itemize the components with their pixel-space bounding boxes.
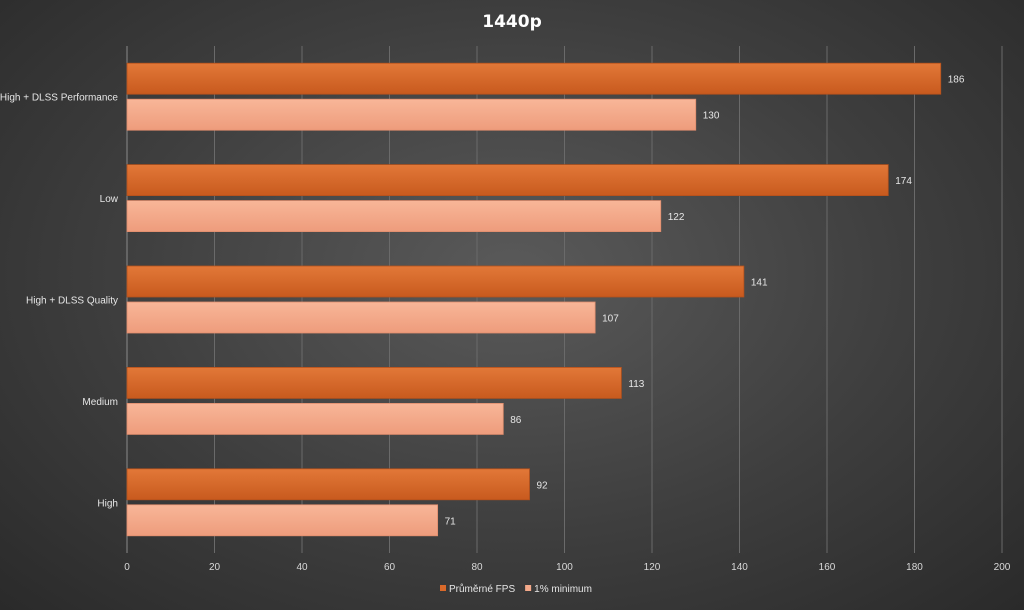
value-label: 113 <box>628 379 644 390</box>
value-label: 86 <box>510 415 522 426</box>
x-tick-label: 20 <box>209 562 221 573</box>
category-label: Low <box>100 194 119 205</box>
x-tick-label: 0 <box>124 562 130 573</box>
chart-title: 1440p <box>482 12 541 32</box>
bar-avg-fps <box>126 62 942 95</box>
bar-avg-fps <box>126 164 889 197</box>
labels: 0 20 40 60 80 100 120 140 160 180 200 High + DLSS P… <box>0 75 1011 573</box>
x-tick-label: 100 <box>556 562 573 573</box>
bar-avg-fps <box>126 265 745 298</box>
x-tick-label: 200 <box>994 562 1011 573</box>
category-label: High <box>97 498 118 509</box>
category-label: High + DLSS Quality <box>26 296 118 307</box>
value-label: 107 <box>602 314 619 325</box>
x-tick-label: 120 <box>644 562 661 573</box>
value-label: 71 <box>445 516 457 527</box>
bar-one-percent-min <box>126 200 662 233</box>
legend: Průměrné FPS 1% minimum <box>440 583 592 595</box>
legend-label: 1% minimum <box>534 584 592 595</box>
legend-swatch <box>525 585 532 591</box>
value-label: 174 <box>895 176 912 187</box>
value-label: 92 <box>537 480 549 491</box>
bar-one-percent-min <box>126 402 504 435</box>
legend-swatch <box>440 585 446 591</box>
bar-one-percent-min <box>126 504 439 537</box>
value-label: 130 <box>703 111 720 122</box>
x-tick-label: 180 <box>906 562 923 573</box>
category-label: Medium <box>82 397 118 408</box>
x-tick-label: 40 <box>296 562 308 573</box>
x-tick-label: 60 <box>384 562 396 573</box>
value-label: 122 <box>668 212 685 223</box>
value-label: 141 <box>751 278 768 289</box>
x-tick-label: 80 <box>471 562 483 573</box>
legend-label: Průměrné FPS <box>449 583 515 595</box>
category-label: High + DLSS Performance <box>0 93 118 104</box>
value-label: 186 <box>948 75 965 86</box>
bar-avg-fps <box>126 468 530 501</box>
bar-one-percent-min <box>126 98 697 131</box>
bars <box>126 62 942 537</box>
x-tick-label: 140 <box>731 562 748 573</box>
bar-one-percent-min <box>126 301 596 334</box>
x-tick-label: 160 <box>819 562 836 573</box>
bar-avg-fps <box>126 366 622 399</box>
